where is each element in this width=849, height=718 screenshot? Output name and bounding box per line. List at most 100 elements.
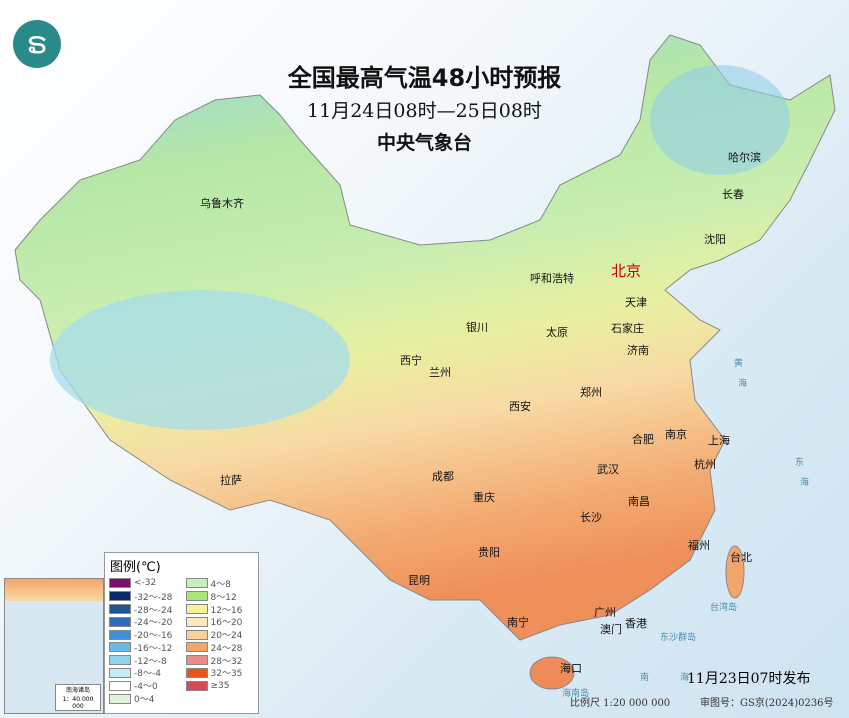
- city-label: 北京: [611, 262, 642, 280]
- legend-item: 8～12: [185, 590, 259, 603]
- legend-item: ≥35: [185, 679, 259, 692]
- legend-label: 24～28: [210, 643, 243, 654]
- inset-title: 南海诸岛: [65, 687, 90, 694]
- forecast-period: 11月24日08时—25日08时: [307, 100, 542, 122]
- legend-item: 24～28: [185, 641, 259, 654]
- city-label: 哈尔滨: [728, 151, 761, 164]
- legend: 图例(℃) <-32 -32～-28 -28～-24 -24～-20 -20～-16 -1…: [104, 552, 259, 714]
- sea-label: 海: [738, 379, 748, 389]
- sea-label: 黄: [734, 359, 744, 369]
- legend-swatch: [109, 655, 131, 666]
- legend-swatch: [185, 655, 208, 666]
- tibet-cold-region: [50, 290, 350, 430]
- legend-swatch: [185, 603, 208, 614]
- legend-swatch: [109, 667, 131, 678]
- legend-swatch: [109, 578, 131, 589]
- city-label: 成都: [432, 470, 454, 483]
- city-label: 太原: [546, 326, 568, 339]
- city-label: 石家庄: [611, 322, 644, 335]
- legend-label: -8～-4: [134, 669, 161, 680]
- inset-caption: 南海诸岛 1：40 000 000: [55, 684, 101, 711]
- legend-swatch: [109, 591, 131, 602]
- legend-label: -32～-28: [134, 592, 173, 603]
- cma-logo-icon: ຣ: [13, 20, 61, 68]
- approval-number: 审图号：GS京(2024)0236号: [700, 698, 834, 709]
- legend-item: 32～35: [185, 667, 259, 679]
- city-label: 天津: [625, 296, 647, 309]
- legend-item: -32～-28: [109, 590, 182, 603]
- legend-item: <-32: [109, 577, 182, 590]
- legend-item: -4～0: [109, 679, 182, 692]
- city-label: 济南: [627, 344, 649, 357]
- legend-label: <-32: [134, 578, 157, 589]
- legend-item: -8～-4: [109, 667, 182, 680]
- sea-label: 东沙群岛: [660, 633, 697, 643]
- city-label: 郑州: [580, 386, 602, 399]
- city-label: 海口: [560, 662, 582, 675]
- legend-swatch: [185, 667, 208, 678]
- city-label: 重庆: [473, 491, 495, 504]
- legend-swatch: [185, 591, 208, 602]
- legend-item: -20～-16: [109, 628, 182, 641]
- legend-label: 28～32: [210, 656, 243, 667]
- city-label: 银川: [466, 321, 488, 334]
- city-label: 福州: [688, 539, 710, 552]
- city-label: 上海: [708, 434, 730, 447]
- legend-label: 12～16: [210, 605, 243, 616]
- city-label: 武汉: [597, 463, 619, 476]
- sea-label: 东: [795, 458, 805, 468]
- legend-swatch: [185, 680, 208, 691]
- legend-label: -4～0: [134, 682, 158, 693]
- city-label: 台北: [730, 551, 752, 564]
- map-title: 全国最高气温48小时预报: [287, 64, 562, 92]
- sea-label: 海南岛: [562, 689, 590, 699]
- city-label: 西安: [509, 400, 531, 413]
- legend-item: 4～8: [185, 577, 259, 590]
- legend-label: 16～20: [210, 618, 243, 629]
- city-label: 乌鲁木齐: [200, 197, 244, 210]
- legend-item: 20～24: [185, 628, 259, 642]
- south-china-sea-inset: 南海诸岛 1：40 000 000: [4, 578, 104, 714]
- map-scale: 比例尺 1:20 000 000: [570, 698, 671, 709]
- legend-label: 0～4: [134, 695, 155, 706]
- publish-time: 11月23日07时发布: [687, 671, 811, 687]
- city-label: 沈阳: [704, 233, 726, 246]
- legend-item: 0～4: [109, 692, 182, 705]
- hainan-island: [529, 656, 575, 690]
- inset-scale: 1：40 000 000: [62, 696, 94, 710]
- legend-swatch: [185, 642, 208, 653]
- legend-label: -28～-24: [134, 605, 173, 616]
- legend-item: 16～20: [185, 615, 259, 629]
- legend-item: -28～-24: [109, 603, 182, 616]
- legend-item: 12～16: [185, 603, 259, 616]
- legend-swatch: [109, 642, 131, 653]
- legend-label: ≥35: [210, 680, 230, 691]
- legend-swatch: [185, 616, 208, 627]
- city-label: 昆明: [408, 574, 430, 587]
- city-label: 拉萨: [220, 474, 242, 487]
- northeast-cold-region: [650, 65, 790, 175]
- legend-swatch: [185, 578, 208, 589]
- legend-label: -16～-12: [134, 643, 173, 654]
- legend-item: -24～-20: [109, 615, 182, 628]
- legend-swatch: [185, 629, 208, 640]
- city-label: 长沙: [580, 511, 602, 524]
- city-label: 西宁: [400, 354, 422, 367]
- city-label: 贵阳: [478, 546, 500, 559]
- legend-label: 8～12: [210, 592, 237, 603]
- legend-label: 4～8: [210, 579, 231, 590]
- legend-item: -12～-8: [109, 654, 182, 667]
- city-label: 南昌: [628, 495, 650, 508]
- legend-label: -24～-20: [134, 618, 173, 629]
- agency-name: 中央气象台: [376, 132, 472, 154]
- legend-label: 20～24: [210, 631, 243, 642]
- city-label: 南宁: [507, 616, 529, 629]
- taiwan-island: [725, 545, 745, 599]
- china-landmass: [14, 34, 836, 641]
- city-label: 南京: [665, 428, 687, 441]
- legend-swatch: [109, 693, 131, 704]
- legend-swatch: [109, 616, 131, 627]
- city-label: 香港: [625, 617, 647, 630]
